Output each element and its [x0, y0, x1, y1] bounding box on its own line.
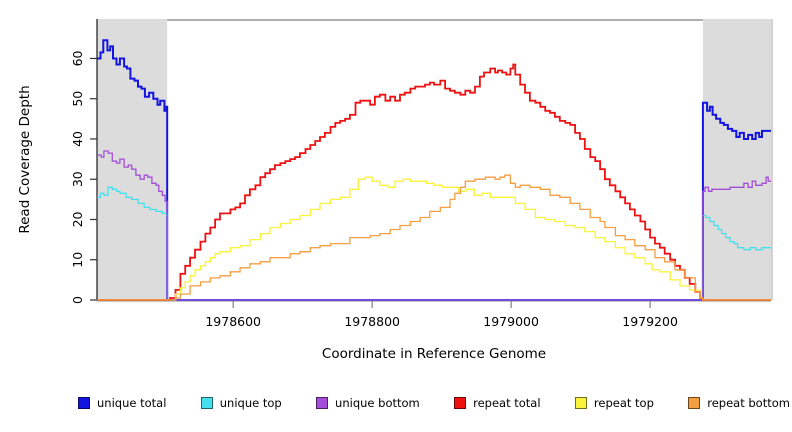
legend-item-unique-bottom: unique bottom	[316, 396, 420, 410]
legend-label: unique total	[97, 396, 167, 410]
y-axis-title: Read Coverage Depth	[17, 85, 33, 233]
series-line-unique-top	[97, 186, 771, 301]
legend-label: repeat bottom	[707, 396, 790, 410]
legend-swatch-unique-bottom	[316, 397, 329, 409]
y-tick-label: 20	[70, 211, 85, 227]
legend-swatch-repeat-bottom	[688, 397, 701, 409]
plot-area: 1978600 1978800 1979000 1979200 0 10 20 30 40 50 6…	[17, 19, 773, 362]
y-tick-label: 50	[70, 91, 85, 107]
legend-item-repeat-total: repeat total	[454, 396, 541, 410]
y-tick-label: 10	[70, 252, 85, 268]
x-axis-title: Coordinate in Reference Genome	[322, 346, 546, 362]
axes: 1978600 1978800 1979000 1979200 0 10 20 30 40 50 6…	[70, 19, 773, 329]
legend-swatch-repeat-top	[574, 397, 587, 409]
series-line-unique-bottom	[97, 150, 771, 301]
legend-swatch-unique-top	[200, 397, 213, 409]
x-tick-label: 1979200	[622, 314, 678, 329]
legend: unique total unique top unique bottom re…	[78, 396, 790, 410]
series-line-unique-total	[97, 39, 771, 301]
y-tick-label: 60	[70, 50, 85, 66]
legend-swatch-repeat-total	[454, 397, 467, 409]
y-tick-label: 40	[70, 131, 85, 147]
shaded-regions	[97, 19, 771, 300]
y-tick-label: 30	[70, 171, 85, 187]
series-line-repeat-total	[97, 63, 771, 301]
series-lines	[97, 39, 771, 301]
y-tick-label: 0	[70, 296, 85, 304]
shaded-region	[702, 19, 771, 300]
legend-item-unique-total: unique total	[78, 396, 166, 410]
x-tick-label: 1978600	[205, 314, 261, 329]
legend-swatch-unique-total	[78, 397, 90, 409]
legend-label: repeat top	[593, 396, 654, 410]
x-tick-label: 1978800	[344, 314, 400, 329]
series-line-repeat-bottom	[97, 174, 771, 301]
legend-item-repeat-bottom: repeat bottom	[688, 396, 790, 410]
legend-item-repeat-top: repeat top	[574, 396, 654, 410]
legend-label: repeat total	[473, 396, 541, 410]
legend-label: unique bottom	[335, 396, 420, 410]
legend-item-unique-top: unique top	[200, 396, 282, 410]
legend-label: unique top	[219, 396, 282, 410]
series-line-repeat-top	[97, 176, 771, 301]
shaded-region	[97, 19, 168, 300]
x-tick-label: 1979000	[483, 314, 539, 329]
